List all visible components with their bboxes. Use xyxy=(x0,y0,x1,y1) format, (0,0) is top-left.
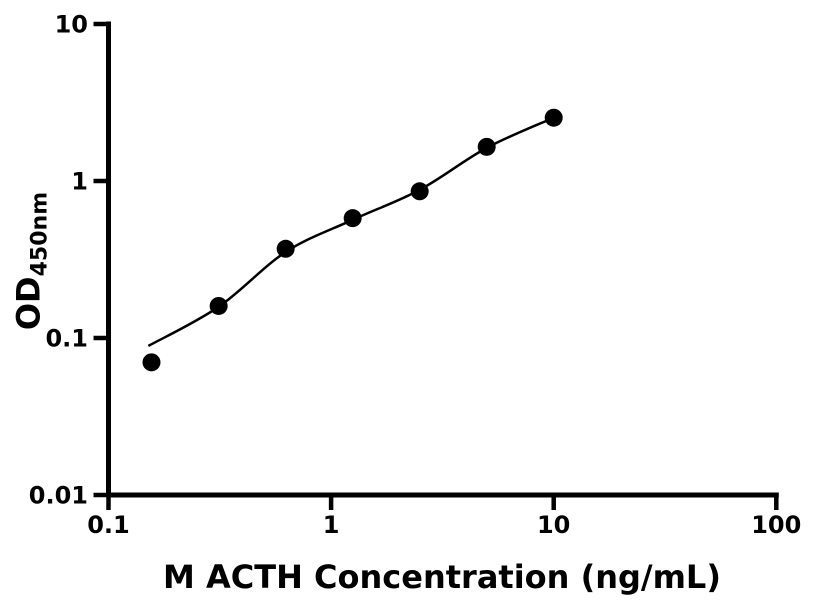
x-tick-label: 10 xyxy=(537,511,570,539)
data-point xyxy=(343,209,362,228)
data-point xyxy=(209,296,228,315)
data-point xyxy=(544,108,563,127)
x-tick-label: 0.1 xyxy=(87,511,130,539)
x-tick-label: 100 xyxy=(751,511,801,539)
y-axis-title-main: OD xyxy=(9,276,48,331)
data-point xyxy=(477,137,496,156)
y-tick-label: 1 xyxy=(71,168,88,196)
data-point xyxy=(276,239,295,258)
y-axis-title-subscript: 450nm xyxy=(27,191,53,277)
y-tick-label: 0.01 xyxy=(29,482,88,510)
y-tick-label: 10 xyxy=(55,11,88,39)
y-tick-label: 0.1 xyxy=(45,325,88,353)
data-point xyxy=(142,353,161,372)
y-axis-title: OD450nm xyxy=(10,192,53,330)
data-point xyxy=(410,182,429,201)
x-axis-title: M ACTH Concentration (ng/mL) xyxy=(163,558,721,596)
x-tick-label: 1 xyxy=(323,511,340,539)
